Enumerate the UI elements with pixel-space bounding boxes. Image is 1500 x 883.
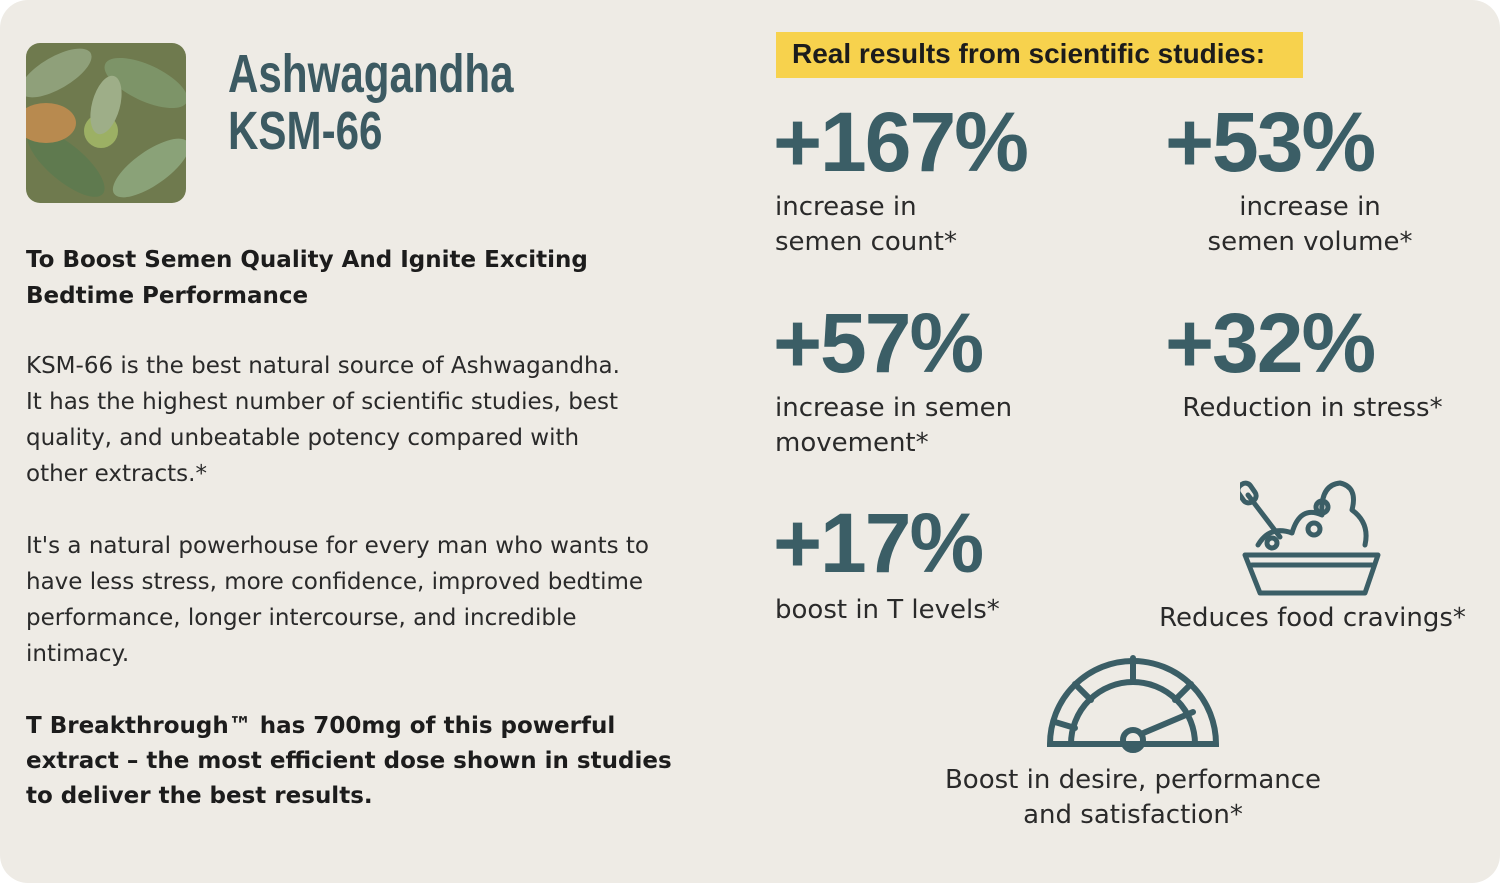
subtitle: To Boost Semen Quality And Ignite Exciti… [26, 247, 588, 309]
closing-text: T Breakthrough™ has 700mg of this powerf… [26, 713, 672, 809]
title-line: Ashwagandha [228, 44, 514, 104]
stat-label: boost in T levels* [775, 595, 1000, 625]
product-title: Ashwagandha KSM-66 [228, 46, 514, 160]
stat-value: +57% [773, 296, 984, 390]
icon-label: Reduces food cravings* [1159, 603, 1466, 633]
results-heading-box: Real results from scientific studies: [776, 32, 1303, 78]
bowl-icon [1240, 480, 1381, 596]
gauge-icon [1046, 655, 1220, 753]
stat-label: increase in semen movement* [775, 393, 1013, 458]
stat-value: +53% [1165, 95, 1376, 189]
paragraph: It's a natural powerhouse for every man … [26, 533, 649, 667]
stat-value: +32% [1165, 296, 1376, 390]
stat-value: +167% [773, 95, 1029, 189]
stat-label: increase in semen count* [775, 192, 957, 257]
paragraph: KSM-66 is the best natural source of Ash… [26, 353, 620, 487]
icon-label: Boost in desire, performance and satisfa… [944, 765, 1322, 830]
plant-image [26, 43, 186, 203]
stat-label: increase in semen volume* [1207, 192, 1413, 257]
results-heading: Real results from scientific studies: [792, 38, 1266, 69]
title-line: KSM-66 [228, 101, 383, 161]
stat-label: Reduction in stress* [1182, 393, 1443, 423]
stat-value: +17% [773, 496, 984, 590]
